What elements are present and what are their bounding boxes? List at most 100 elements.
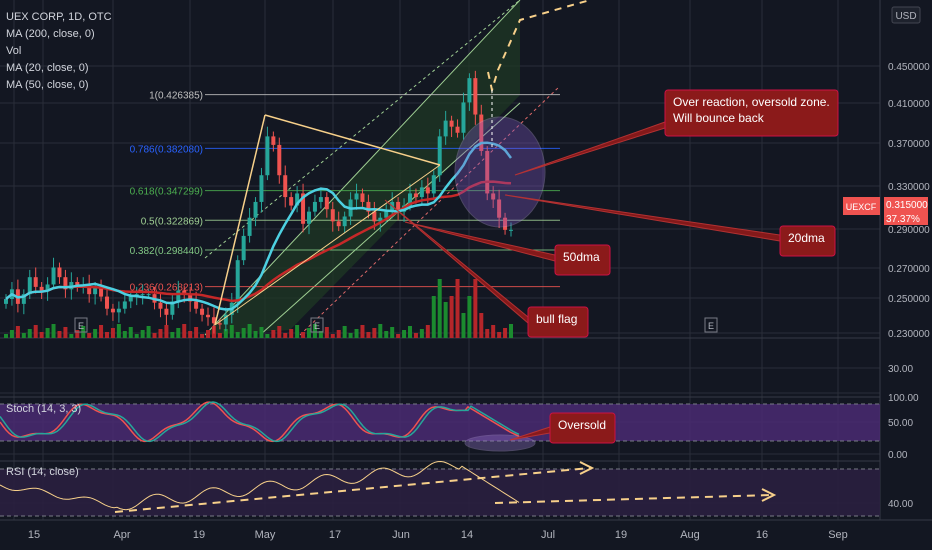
- volume-bar: [4, 334, 8, 338]
- volume-bar: [99, 325, 104, 338]
- candle-body: [211, 317, 216, 324]
- candle-body: [378, 217, 383, 222]
- candle-body: [182, 290, 187, 295]
- price-badge-symbol: UEXCF: [846, 202, 877, 212]
- ma20-line: [5, 141, 512, 311]
- moving-averages: [5, 141, 512, 311]
- annotation-20dma-box: [779, 225, 836, 257]
- volume-bar: [396, 334, 401, 338]
- candle-body: [324, 197, 329, 210]
- volume-bar: [467, 296, 472, 338]
- volume-bar: [223, 329, 228, 338]
- candle-body: [93, 286, 98, 295]
- candle-body: [200, 308, 205, 315]
- candle-body: [312, 201, 317, 212]
- candle-body: [307, 211, 311, 224]
- candle-body: [259, 175, 264, 202]
- volume-bar: [336, 330, 341, 338]
- candle-body: [437, 136, 442, 176]
- symbol-title: UEX CORP, 1D, OTC: [6, 11, 112, 23]
- candle-body: [140, 294, 145, 296]
- volume-bar: [51, 324, 56, 338]
- candle-body: [449, 120, 454, 127]
- time-tick-label: Aug: [680, 529, 700, 541]
- volume-bar: [354, 329, 359, 338]
- volume-bar: [491, 325, 496, 338]
- time-tick-label: Jun: [392, 529, 410, 541]
- volume-bar: [235, 332, 240, 338]
- volume-bar: [408, 326, 412, 338]
- volume-bar: [128, 327, 133, 338]
- volume-bar: [289, 329, 294, 338]
- fib-level-label: 0.382(0.298440): [130, 246, 203, 257]
- volume-bar: [134, 334, 139, 338]
- volume-bar: [217, 333, 222, 338]
- candlesticks: [4, 70, 513, 334]
- volume-bar: [152, 333, 157, 338]
- volume-bar: [390, 327, 395, 338]
- volume-bar: [372, 328, 377, 338]
- volume-bar: [164, 325, 169, 338]
- candle-body: [253, 201, 258, 218]
- volume-bar: [253, 331, 258, 338]
- indicator-ma200: MA (200, close, 0): [6, 28, 95, 40]
- currency-label[interactable]: USD: [891, 6, 921, 24]
- candle-body: [295, 193, 300, 206]
- volume-bar: [437, 279, 442, 338]
- ma50-line: [5, 180, 512, 303]
- volume-bar: [188, 331, 193, 338]
- price-badge: UEXCF 0.315000 37.37%: [843, 197, 928, 225]
- candle-body: [188, 294, 193, 302]
- fib-channel-lower: [259, 102, 521, 336]
- rsi-indicator: [0, 460, 777, 513]
- rsi-line: [0, 460, 520, 511]
- candle-body: [164, 308, 169, 315]
- candle-body: [467, 78, 472, 103]
- candle-body: [360, 193, 365, 202]
- candle-body: [116, 308, 121, 313]
- triangle-line-lower: [214, 164, 441, 326]
- rsi-title: RSI (14, close): [6, 466, 79, 478]
- candle-body: [105, 296, 109, 309]
- volume-bar: [69, 334, 74, 338]
- volume-bar: [21, 333, 26, 338]
- time-tick-label: 17: [329, 529, 341, 541]
- volume-bar: [158, 329, 163, 338]
- candle-body: [396, 201, 401, 212]
- volume-bar: [39, 332, 44, 338]
- stoch-band: [0, 404, 880, 441]
- candle-body: [235, 260, 240, 303]
- annotation-20dma-text: 20dma: [788, 231, 825, 245]
- candle-body: [110, 308, 115, 313]
- volume-bar: [318, 331, 323, 338]
- time-tick-label: 15: [28, 529, 40, 541]
- volume-bar: [247, 324, 252, 338]
- candle-body: [57, 267, 62, 278]
- candle-body: [497, 199, 502, 218]
- volume-bar: [206, 330, 210, 338]
- candle-body: [51, 267, 56, 285]
- earnings-label: E: [708, 321, 714, 331]
- annotation-bull-flag-box: [527, 306, 589, 338]
- candle-body: [509, 229, 513, 231]
- stoch-k-line: [0, 401, 520, 443]
- volume-bar: [485, 329, 490, 338]
- candle-body: [491, 193, 496, 200]
- fib-channel-upper: [204, 0, 521, 336]
- volume-bar: [366, 332, 371, 338]
- volume-bar: [271, 330, 276, 338]
- volume-bar: [170, 332, 175, 338]
- volume-bar: [402, 330, 407, 338]
- volume-bar: [295, 325, 300, 338]
- candle-body: [366, 201, 371, 212]
- volume-bar: [265, 334, 270, 338]
- time-tick-label: 16: [756, 529, 768, 541]
- volume-bar: [57, 331, 62, 338]
- candle-body: [223, 314, 228, 325]
- volume-bar: [497, 332, 502, 338]
- time-tick-label: 14: [461, 529, 473, 541]
- volume-bar: [27, 329, 32, 338]
- fib-level-label: 1(0.426385): [149, 91, 203, 102]
- rsi-trend-dashed-2: [494, 494, 773, 504]
